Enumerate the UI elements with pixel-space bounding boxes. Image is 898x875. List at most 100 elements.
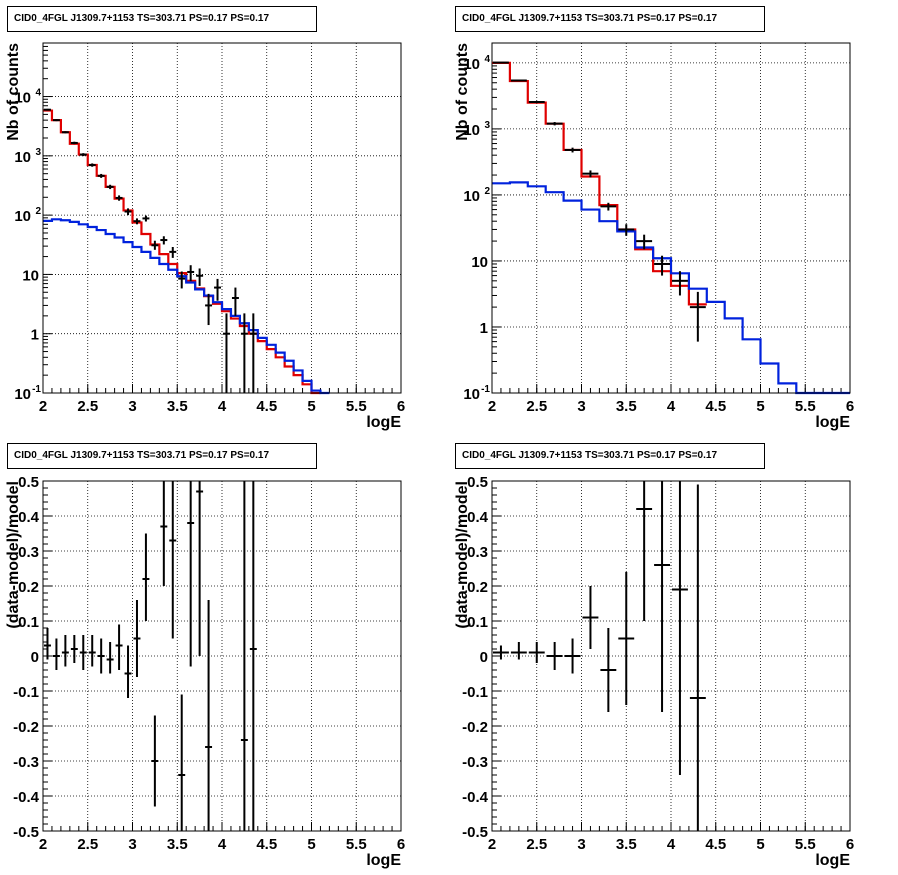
y-tick-label: 1: [480, 320, 488, 337]
data-point: [151, 715, 159, 807]
chart-panel-3: 2 2.5 3 3.5 4 4.5 5 5.5 6 -0.5 -0.4 -0.3 -0.2 -0.1 0 0.…: [5, 474, 405, 869]
data-point: [88, 163, 96, 167]
y-tick-label: -0.1: [462, 684, 488, 701]
data-point: [636, 234, 653, 250]
x-tick-label: 6: [846, 836, 854, 853]
x-tick-label: 5: [756, 398, 764, 415]
x-tick-label: 6: [397, 398, 405, 415]
y-tick-label: -0.3: [13, 754, 39, 771]
chart-panel-4: 2 2.5 3 3.5 4 4.5 5 5.5 6 -0.5 -0.4 -0.3 -0.2 -0.1 0 0.…: [454, 474, 854, 869]
data-point: [44, 628, 51, 660]
data-point: [600, 628, 617, 712]
data-point: [493, 61, 509, 64]
y-tick-label: 10: [14, 208, 31, 225]
plot-frame: [42, 42, 402, 394]
y-tick-label: 10: [14, 90, 31, 107]
x-tick-label: 5.5: [346, 398, 367, 415]
x-tick-label: 5.5: [346, 836, 367, 853]
data-point: [124, 208, 132, 216]
x-tick-label: 3.5: [167, 836, 188, 853]
data-point: [223, 313, 230, 393]
data-point: [214, 278, 221, 301]
data-point: [546, 122, 563, 126]
x-tick-label: 4.5: [256, 398, 277, 415]
data-point: [528, 100, 545, 104]
x-tick-label: 4.5: [705, 398, 726, 415]
x-tick-label: 5.5: [795, 398, 816, 415]
x-tick-label: 2: [488, 398, 496, 415]
x-tick-label: 3.5: [616, 398, 637, 415]
plot-frame: [491, 480, 851, 832]
y-tick-label: -0.2: [13, 719, 39, 736]
data-point: [618, 572, 635, 705]
data-point: [151, 240, 159, 250]
y-tick-label: 0.2: [18, 579, 39, 596]
data-point: [564, 147, 581, 153]
data-point: [654, 481, 670, 712]
data-point: [44, 108, 51, 111]
data-point: [115, 195, 123, 201]
data-point: [52, 119, 60, 122]
data-point: [564, 638, 581, 674]
data-point: [240, 481, 248, 831]
total-model-step-line: [492, 61, 707, 306]
x-tick-label: 5: [756, 836, 764, 853]
data-point: [672, 271, 688, 296]
data-point: [546, 642, 563, 670]
data-point: [106, 184, 114, 190]
x-tick-label: 4.5: [705, 836, 726, 853]
y-tick-exponent: -1: [32, 384, 41, 395]
x-axis-title: logE: [815, 852, 850, 869]
y-tick-label: 0.5: [467, 474, 488, 491]
data-point: [636, 481, 653, 621]
data-point: [79, 153, 87, 157]
data-point: [600, 202, 617, 211]
data-point: [70, 141, 78, 145]
y-tick-exponent: 4: [484, 54, 490, 65]
y-tick-label: 10: [463, 386, 480, 403]
y-tick-label: 0.2: [467, 579, 488, 596]
y-tick-label: 0: [480, 649, 488, 666]
x-tick-label: 5.5: [795, 836, 816, 853]
data-point: [205, 600, 213, 831]
y-axis-title: Nb of counts: [5, 43, 22, 141]
x-tick-label: 6: [397, 836, 405, 853]
x-tick-label: 3.5: [167, 398, 188, 415]
y-tick-label: 0.4: [467, 509, 489, 526]
data-point: [231, 287, 239, 316]
y-tick-label: -0.4: [13, 789, 40, 806]
title-box-top-right: CID0_4FGL J1309.7+1153 TS=303.71 PS=0.17…: [455, 6, 765, 32]
y-tick-label: 0: [31, 649, 39, 666]
y-tick-exponent: 3: [484, 120, 490, 131]
y-tick-label: -0.2: [462, 719, 488, 736]
data-point: [178, 271, 186, 289]
data-point: [187, 265, 195, 282]
y-tick-exponent: -1: [481, 384, 490, 395]
x-tick-label: 2: [39, 398, 47, 415]
y-tick-label: 1: [31, 327, 39, 344]
x-tick-label: 6: [846, 398, 854, 415]
x-tick-label: 4.5: [256, 836, 277, 853]
y-tick-label: 0.5: [18, 474, 39, 491]
data-point: [88, 635, 96, 667]
y-tick-label: -0.1: [13, 684, 39, 701]
total-model-step-line: [43, 109, 321, 395]
title-box-bottom-left: CID0_4FGL J1309.7+1153 TS=303.71 PS=0.17…: [7, 443, 317, 469]
data-point: [196, 268, 204, 286]
x-axis-title: logE: [366, 414, 401, 431]
y-tick-label: 10: [471, 254, 488, 271]
x-tick-label: 4: [218, 836, 227, 853]
x-axis-title: logE: [815, 414, 850, 431]
x-tick-label: 4: [667, 836, 676, 853]
x-tick-label: 3: [128, 398, 136, 415]
title-box-top-left: CID0_4FGL J1309.7+1153 TS=303.71 PS=0.17…: [7, 6, 317, 32]
x-tick-label: 2.5: [526, 398, 547, 415]
data-point: [672, 481, 688, 775]
data-point: [528, 642, 545, 663]
y-tick-label: 0.4: [18, 509, 40, 526]
x-tick-label: 4: [667, 398, 676, 415]
data-point: [160, 481, 168, 586]
title-box-bottom-right: CID0_4FGL J1309.7+1153 TS=303.71 PS=0.17…: [455, 443, 765, 469]
y-tick-label: -0.5: [462, 824, 488, 841]
